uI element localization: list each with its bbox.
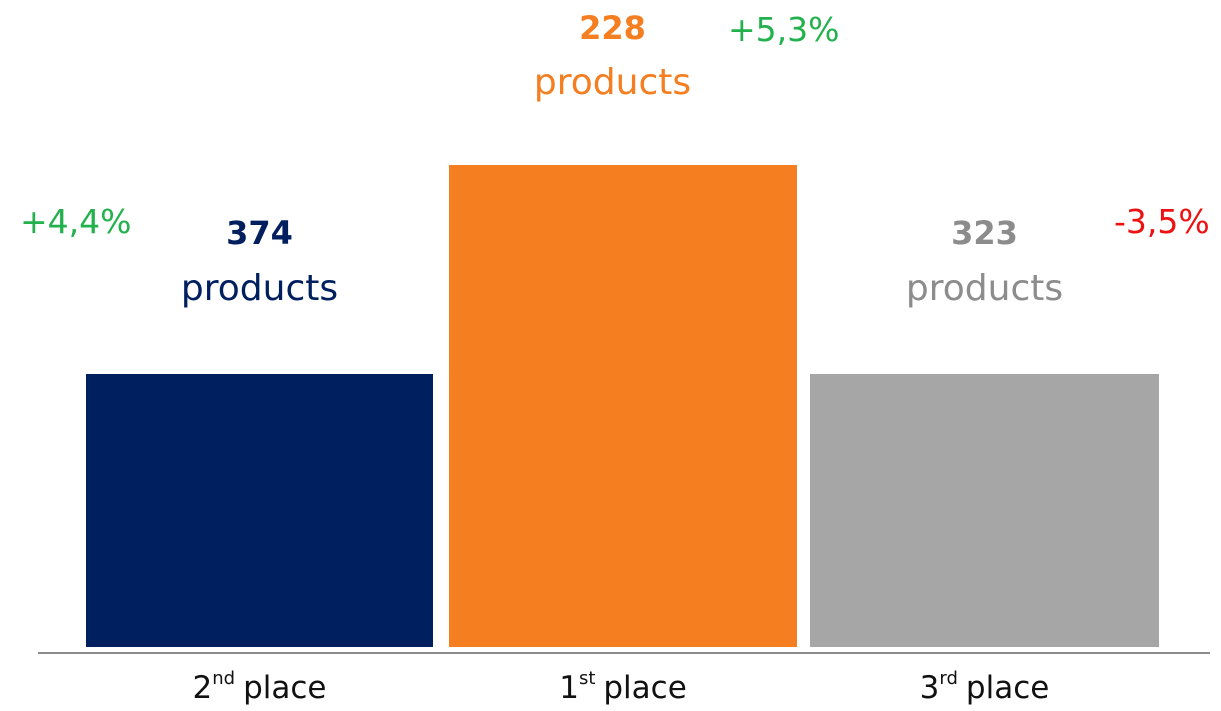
- podium-bar: [810, 374, 1159, 647]
- place-text: place: [243, 670, 327, 706]
- place-number: 2: [192, 670, 213, 706]
- place-label: 1st place: [449, 668, 797, 707]
- change: -3,5%: [1114, 202, 1210, 241]
- place-suffix: nd: [212, 668, 236, 689]
- podium-bar: [449, 165, 797, 647]
- place-text: place: [965, 670, 1050, 706]
- place-suffix: st: [578, 668, 596, 689]
- unit: products: [180, 268, 339, 309]
- place-label: 2nd place: [86, 668, 433, 707]
- count: 374: [226, 214, 293, 252]
- place-number: 1: [559, 670, 579, 706]
- change: +4,4%: [20, 202, 132, 241]
- place-text: place: [603, 670, 687, 706]
- unit: products: [533, 62, 692, 103]
- count: 228: [579, 9, 646, 47]
- place-number: 3: [919, 670, 940, 706]
- baseline: [38, 652, 1210, 654]
- count: 323: [951, 214, 1018, 252]
- change: +5,3%: [728, 10, 840, 49]
- place-label: 3rd place: [810, 668, 1159, 707]
- podium-bar: [86, 374, 433, 647]
- place-suffix: rd: [939, 668, 958, 689]
- unit: products: [905, 268, 1064, 309]
